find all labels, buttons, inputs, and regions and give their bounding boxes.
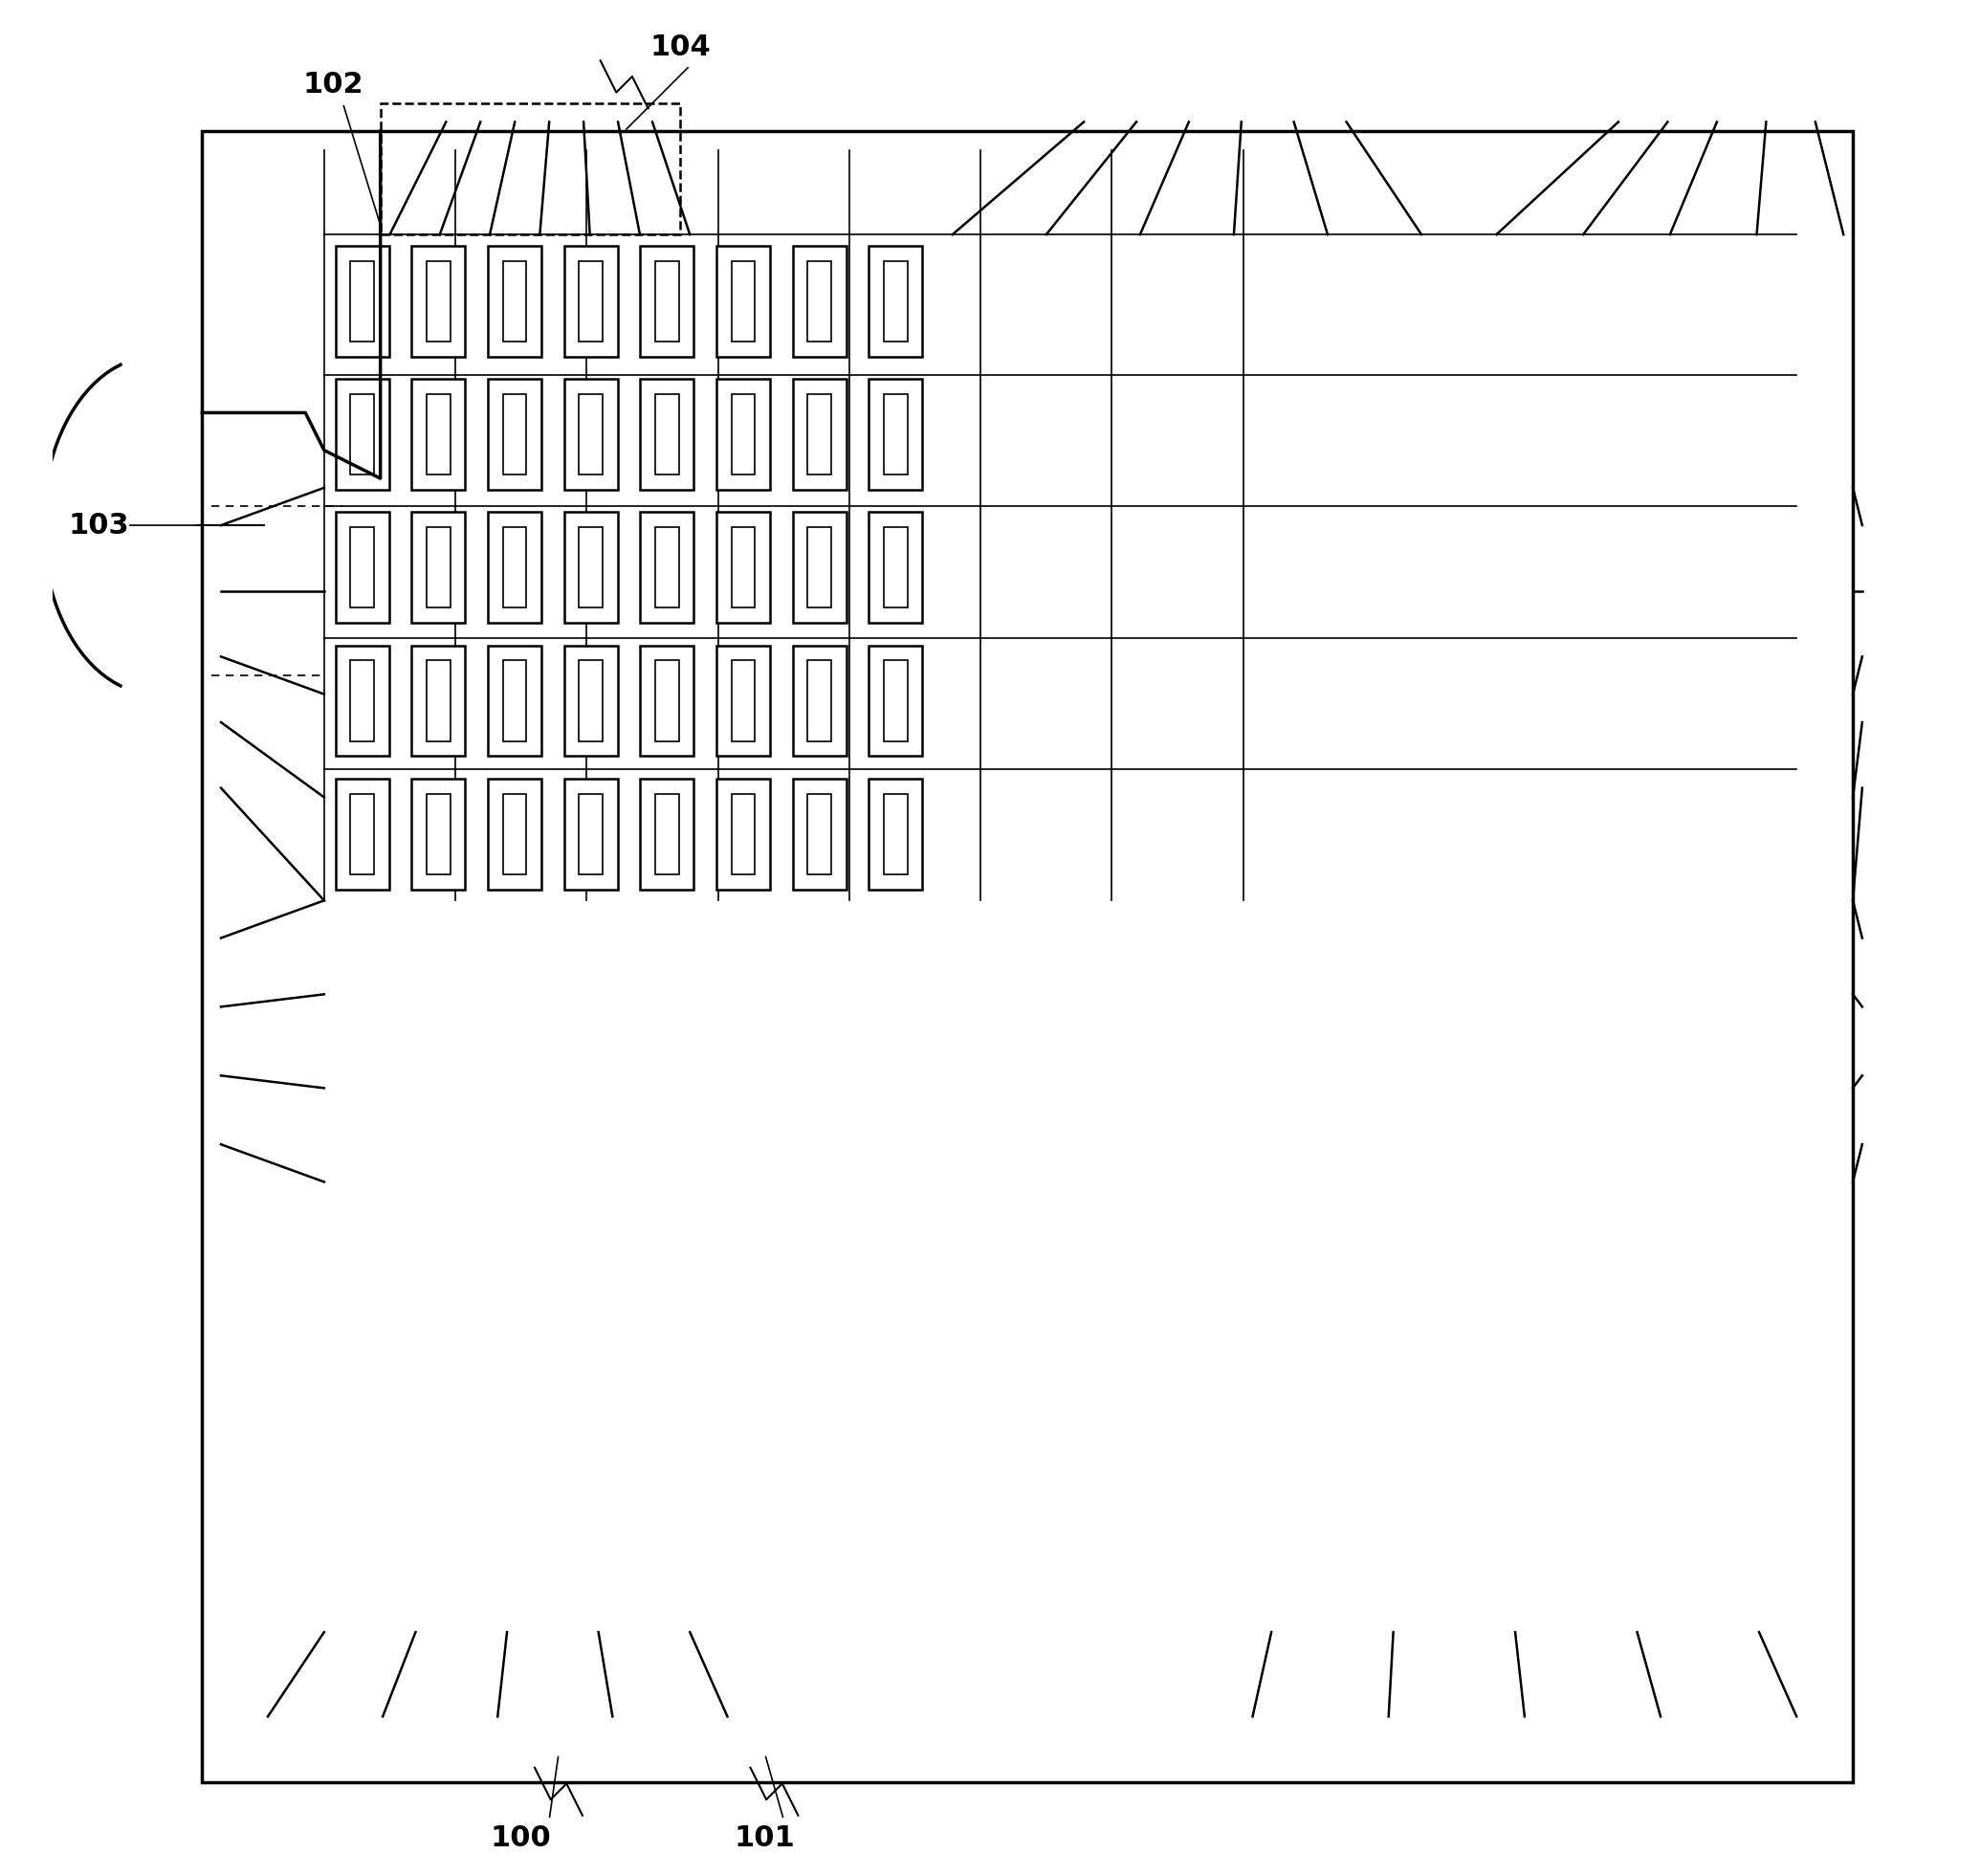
Bar xyxy=(731,394,754,475)
Bar xyxy=(503,261,527,341)
Bar xyxy=(335,645,388,756)
Bar xyxy=(503,794,527,874)
Bar xyxy=(640,512,693,623)
Bar xyxy=(883,261,907,341)
Bar xyxy=(564,645,618,756)
Bar xyxy=(731,660,754,741)
Bar xyxy=(426,660,449,741)
Bar xyxy=(792,779,845,889)
Bar xyxy=(350,527,374,608)
Bar xyxy=(640,379,693,490)
Bar xyxy=(655,527,679,608)
Text: 100: 100 xyxy=(491,1825,552,1852)
Bar xyxy=(640,645,693,756)
Bar xyxy=(578,394,602,475)
Bar xyxy=(578,261,602,341)
Bar xyxy=(808,794,832,874)
Bar xyxy=(655,394,679,475)
Bar xyxy=(655,660,679,741)
Bar xyxy=(487,379,541,490)
Bar xyxy=(503,394,527,475)
Bar xyxy=(792,512,845,623)
Bar xyxy=(412,379,465,490)
Bar xyxy=(655,261,679,341)
Bar xyxy=(808,394,832,475)
Bar xyxy=(731,794,754,874)
Bar xyxy=(883,394,907,475)
Bar xyxy=(717,246,770,356)
Bar xyxy=(335,246,388,356)
Bar xyxy=(350,660,374,741)
Bar xyxy=(792,645,845,756)
Bar xyxy=(883,794,907,874)
Text: 101: 101 xyxy=(735,1825,796,1852)
Bar xyxy=(335,779,388,889)
Bar xyxy=(350,794,374,874)
Bar xyxy=(335,379,388,490)
Bar xyxy=(487,779,541,889)
Bar xyxy=(350,394,374,475)
Text: 103: 103 xyxy=(69,512,129,538)
Text: 102: 102 xyxy=(303,71,364,98)
Bar xyxy=(335,512,388,623)
Bar xyxy=(412,246,465,356)
Bar xyxy=(578,527,602,608)
Bar xyxy=(640,779,693,889)
Bar xyxy=(426,527,449,608)
Bar xyxy=(564,379,618,490)
Bar xyxy=(426,261,449,341)
Bar xyxy=(808,261,832,341)
Bar xyxy=(564,512,618,623)
Bar xyxy=(869,645,923,756)
Bar xyxy=(412,645,465,756)
Bar xyxy=(792,246,845,356)
Bar xyxy=(487,645,541,756)
Bar xyxy=(640,246,693,356)
Bar xyxy=(202,131,1853,1782)
Bar xyxy=(731,527,754,608)
Bar xyxy=(578,794,602,874)
Text: 104: 104 xyxy=(649,34,711,60)
Bar xyxy=(350,261,374,341)
Bar xyxy=(412,779,465,889)
Bar xyxy=(564,246,618,356)
Bar xyxy=(487,246,541,356)
Bar xyxy=(503,527,527,608)
Bar xyxy=(883,527,907,608)
Bar xyxy=(426,394,449,475)
Bar xyxy=(869,379,923,490)
Bar xyxy=(426,794,449,874)
Bar xyxy=(655,794,679,874)
Bar xyxy=(717,779,770,889)
Bar xyxy=(717,645,770,756)
Bar xyxy=(869,246,923,356)
Bar xyxy=(564,779,618,889)
Bar xyxy=(869,779,923,889)
Bar xyxy=(869,512,923,623)
Bar xyxy=(487,512,541,623)
Bar xyxy=(792,379,845,490)
Bar xyxy=(731,261,754,341)
Bar xyxy=(412,512,465,623)
Bar xyxy=(717,379,770,490)
Bar xyxy=(578,660,602,741)
Bar xyxy=(808,527,832,608)
Bar xyxy=(503,660,527,741)
Bar xyxy=(380,103,681,234)
Bar xyxy=(883,660,907,741)
Bar xyxy=(808,660,832,741)
Bar xyxy=(717,512,770,623)
